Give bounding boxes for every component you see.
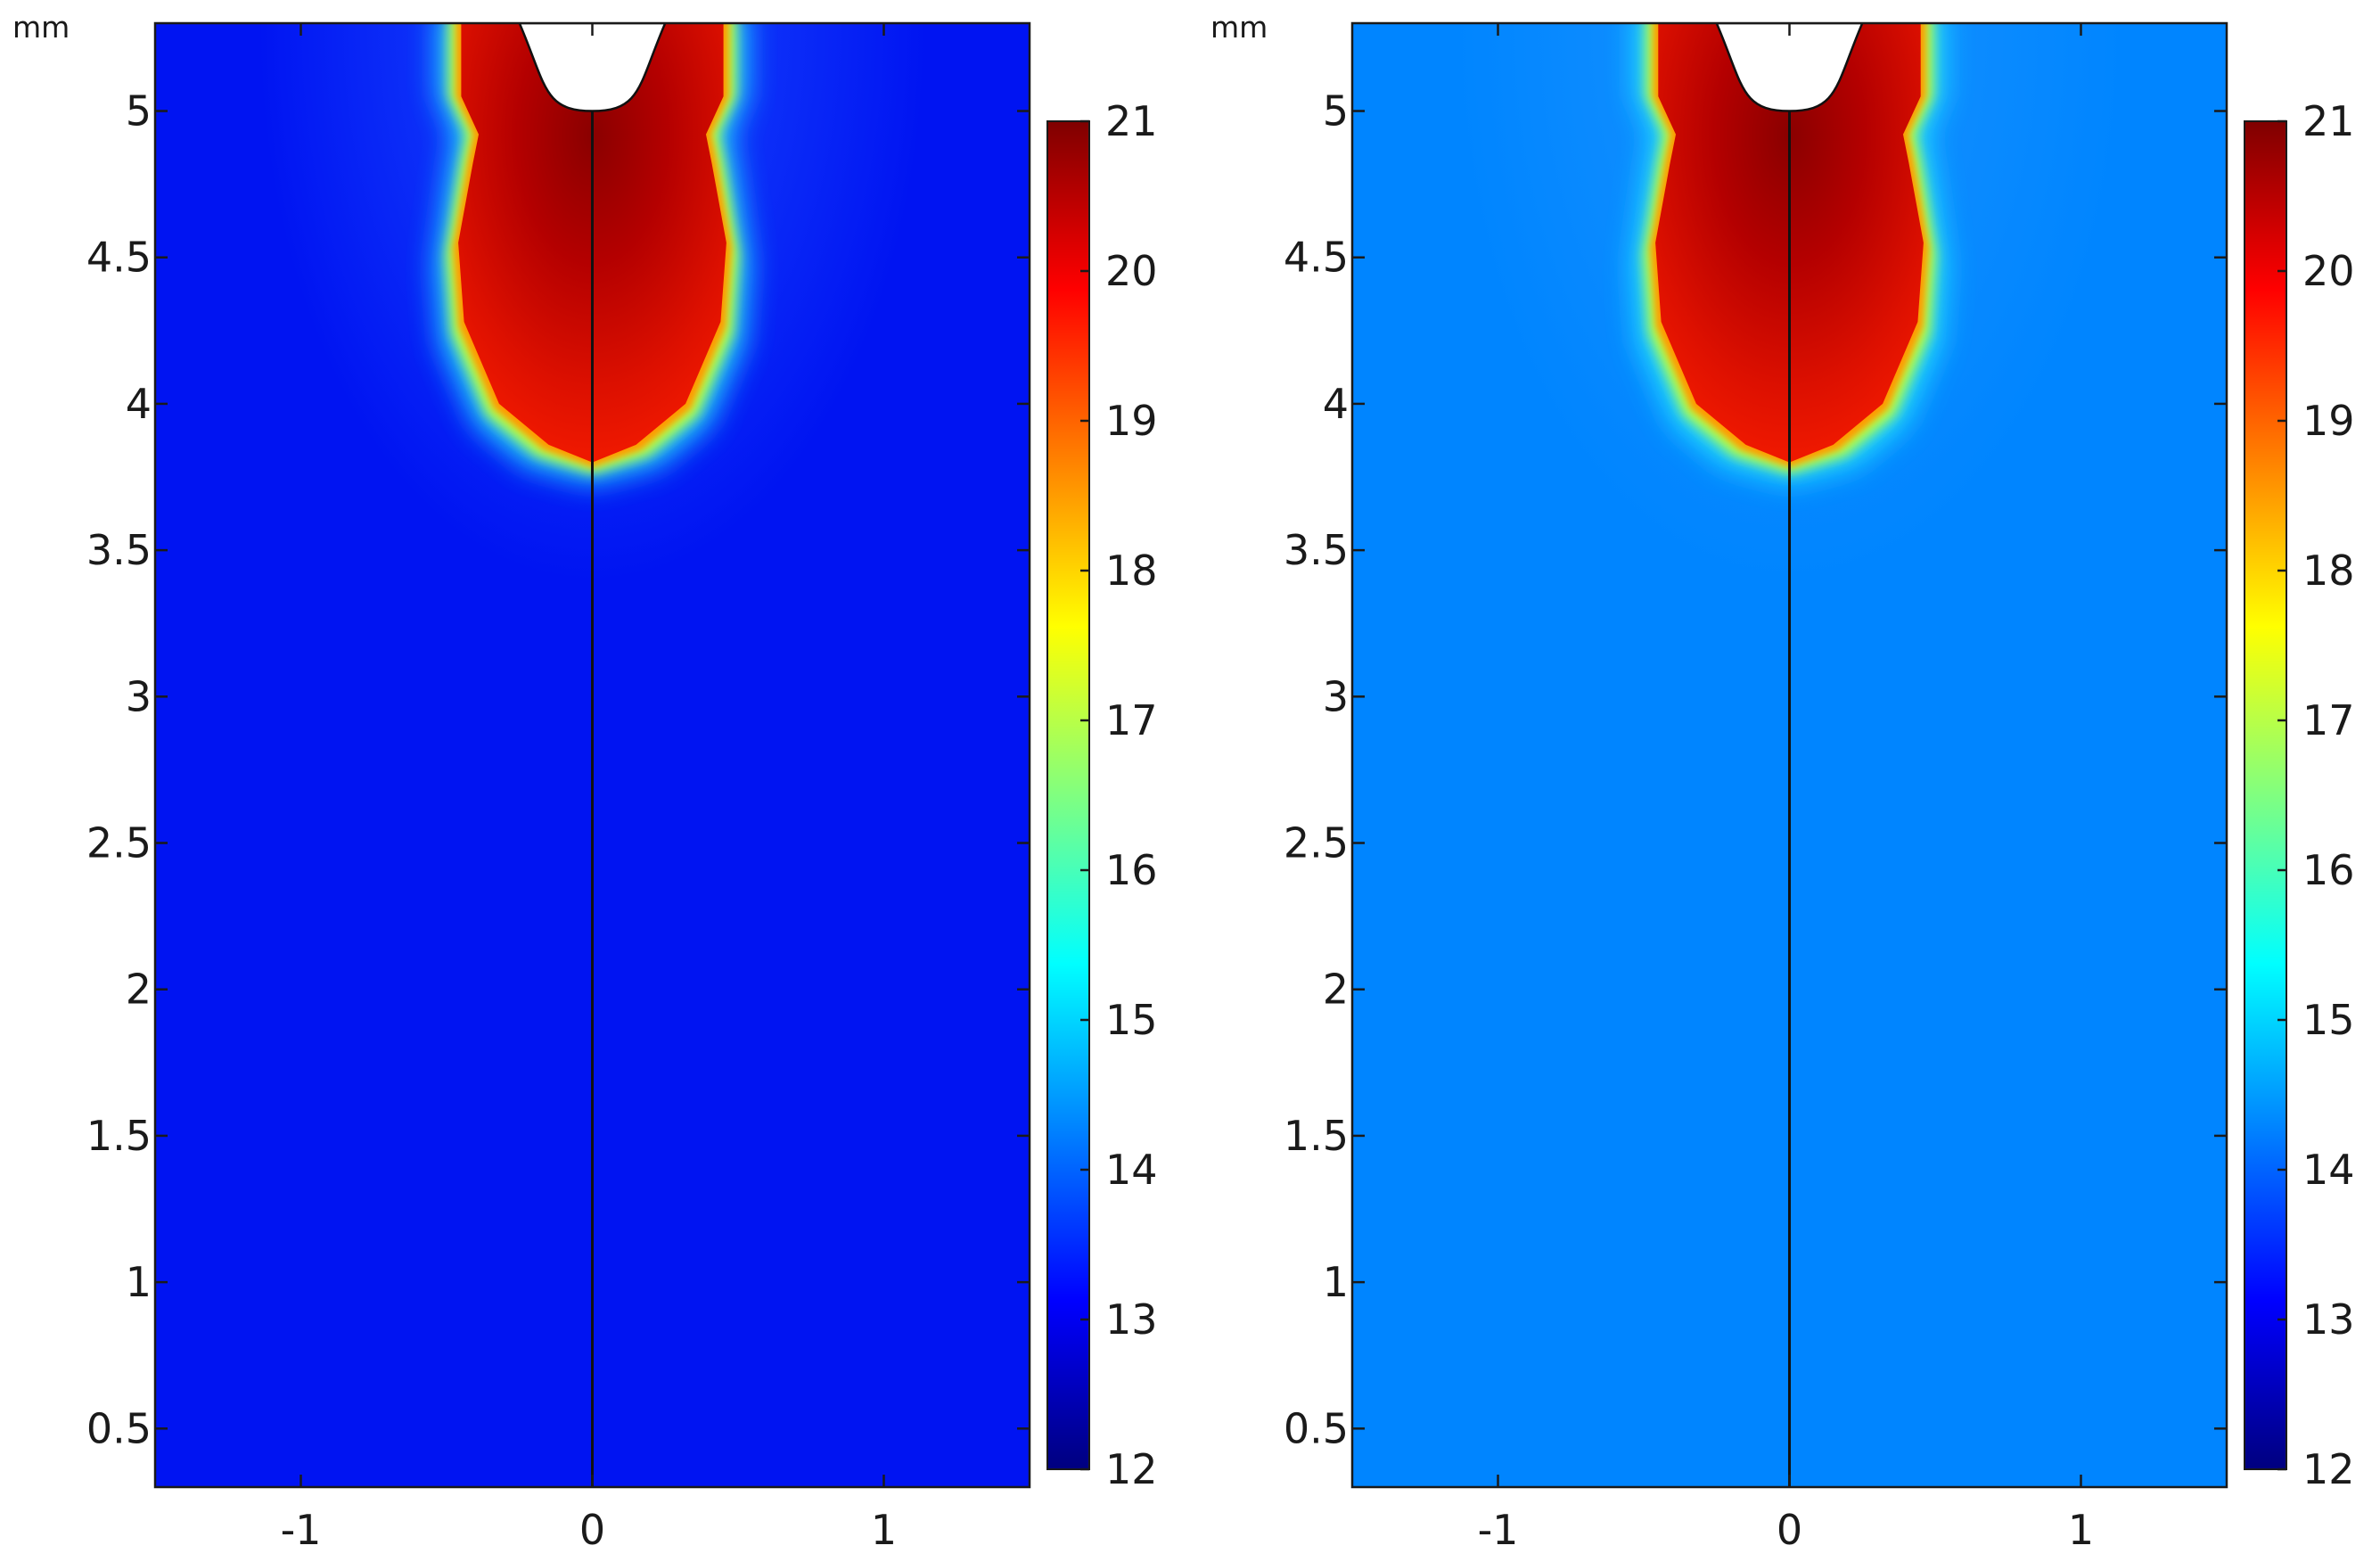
colorbar-tick-label: 21 <box>1105 97 1158 145</box>
x-tick-label: 0 <box>579 1506 605 1554</box>
x-tick-label: 1 <box>871 1506 897 1554</box>
x-tick-label: -1 <box>281 1506 322 1554</box>
left-unit-label: mm <box>12 10 70 45</box>
colorbar-tick-label: 15 <box>2302 996 2355 1044</box>
x-tick-label: -1 <box>1478 1506 1519 1554</box>
right-heatmap-panel: mm -1 0 1 0.5 1 1.5 2 2.5 3 3.5 4 4.5 5 12 13 14 15 16 17 1… <box>1211 10 2355 1554</box>
colorbar-tick-label: 20 <box>1105 247 1158 295</box>
colorbar-tick-label: 13 <box>2302 1295 2355 1344</box>
y-tick-label: 4 <box>1323 380 1349 428</box>
x-tick-label: 1 <box>2068 1506 2094 1554</box>
y-tick-label: 2 <box>1323 966 1349 1014</box>
colorbar-tick-label: 21 <box>2302 97 2355 145</box>
colorbar-tick-label: 20 <box>2302 247 2355 295</box>
y-tick-label: 4.5 <box>86 234 152 282</box>
y-tick-label: 1.5 <box>86 1112 152 1160</box>
colorbar <box>1046 120 1090 1470</box>
y-tick-label: 3.5 <box>86 526 152 574</box>
colorbar-tick-label: 12 <box>2302 1445 2355 1493</box>
y-tick-label: 2.5 <box>1284 819 1349 867</box>
colorbar-tick-label: 17 <box>1105 696 1158 744</box>
colorbar-tick-label: 19 <box>1105 397 1158 445</box>
colorbar-tick-label: 17 <box>2302 696 2355 744</box>
colorbar-tick-label: 15 <box>1105 996 1158 1044</box>
colorbar-tick-label: 18 <box>2302 547 2355 595</box>
y-tick-label: 2.5 <box>86 819 152 867</box>
left-heatmap-panel: mm -1 0 1 0.5 1 1.5 2 2.5 3 3.5 4 4.5 5 12 13 14 15 16 17 1… <box>12 10 1158 1554</box>
colorbar-tick-label: 14 <box>2302 1146 2355 1194</box>
y-tick-label: 1.5 <box>1284 1112 1349 1160</box>
y-tick-label: 0.5 <box>1284 1404 1349 1452</box>
notch-void <box>1715 23 1864 112</box>
colorbar-tick-label: 19 <box>2302 397 2355 445</box>
y-tick-label: 4 <box>126 380 152 428</box>
colorbar-tick-label: 13 <box>1105 1295 1158 1344</box>
colorbar-tick-label: 16 <box>2302 846 2355 894</box>
colorbar <box>2244 120 2287 1470</box>
colorbar-tick-label: 18 <box>1105 547 1158 595</box>
plot-area <box>1352 23 2227 1487</box>
y-tick-label: 3 <box>1323 672 1349 720</box>
y-tick-label: 1 <box>1323 1258 1349 1306</box>
y-tick-label: 4.5 <box>1284 234 1349 282</box>
y-tick-label: 0.5 <box>86 1404 152 1452</box>
plot-area <box>155 23 1030 1487</box>
y-tick-label: 3 <box>126 672 152 720</box>
colorbar-tick-label: 12 <box>1105 1445 1158 1493</box>
right-unit-label: mm <box>1211 10 1268 45</box>
colorbar-tick-label: 14 <box>1105 1146 1158 1194</box>
colorbar-tick-label: 16 <box>1105 846 1158 894</box>
y-tick-label: 2 <box>126 966 152 1014</box>
y-tick-label: 1 <box>126 1258 152 1306</box>
y-tick-label: 5 <box>1323 87 1349 136</box>
y-tick-label: 5 <box>126 87 152 136</box>
notch-void <box>518 23 667 112</box>
x-tick-label: 0 <box>1777 1506 1802 1554</box>
y-tick-label: 3.5 <box>1284 526 1349 574</box>
